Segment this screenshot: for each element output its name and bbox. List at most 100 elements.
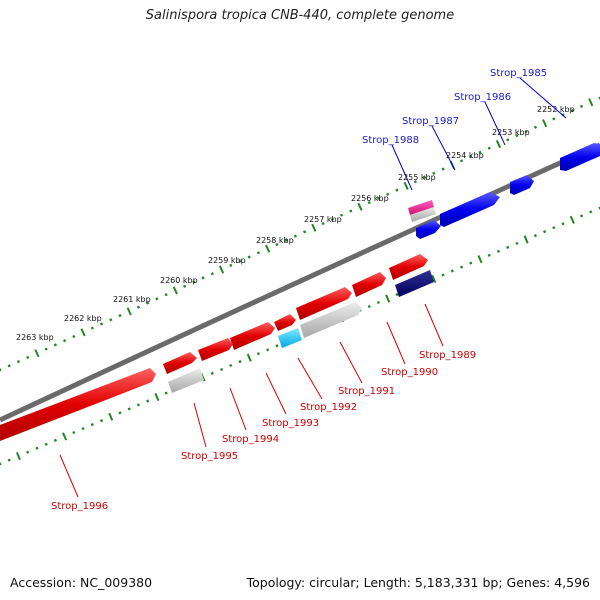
minor-tick [136, 403, 141, 407]
summary-text: Topology: circular; Length: 5,183,331 bp… [246, 575, 590, 590]
gene-label-strop-1994[interactable]: Strop_1994 [222, 434, 279, 445]
gene-arrow-grey-small[interactable] [410, 207, 436, 222]
forward-strand-genes [408, 143, 600, 239]
major-tick [588, 98, 594, 107]
gene-label-strop-1987[interactable]: Strop_1987 [402, 116, 459, 127]
major-tick [265, 244, 271, 253]
gene-arrow-strop-1995[interactable] [168, 368, 204, 393]
gene-arrow-strop-1996[interactable] [0, 368, 156, 441]
minor-tick [589, 210, 593, 214]
minor-tick [26, 355, 30, 360]
reverse-strand-genes [0, 254, 434, 441]
major-tick [246, 353, 252, 362]
minor-tick [210, 371, 214, 375]
gene-arrow-strop-1992b[interactable] [274, 314, 296, 331]
bottom-leader-lines [59, 303, 444, 498]
minor-tick [109, 318, 113, 322]
minor-tick [469, 155, 473, 159]
minor-tick [90, 326, 94, 330]
gene-arrow-strop-1990[interactable] [389, 254, 428, 280]
leader-line-strop-1985 [519, 77, 567, 119]
tick-label: 2260 kbp [160, 276, 198, 285]
gene-label-strop-1992[interactable]: Strop_1992 [300, 402, 357, 413]
gene-arrow-strop-1992[interactable] [296, 287, 352, 320]
leader-line-strop-1996 [59, 454, 79, 498]
minor-tick [53, 343, 57, 347]
minor-tick [256, 251, 261, 255]
minor-tick [321, 221, 325, 226]
minor-tick [26, 450, 30, 454]
minor-tick [118, 314, 122, 318]
gene-label-strop-1996[interactable]: Strop_1996 [51, 501, 108, 512]
tick-label: 2258 kbp [256, 236, 294, 245]
minor-tick [201, 276, 205, 280]
minor-tick [579, 214, 584, 218]
gene-arrow-strop-1986[interactable] [510, 175, 534, 195]
gene-label-strop-1989[interactable]: Strop_1989 [419, 350, 476, 361]
minor-tick [506, 138, 510, 142]
minor-tick [441, 167, 445, 171]
major-tick [154, 393, 160, 402]
outer-tick-ring [0, 96, 600, 372]
minor-tick [238, 259, 242, 263]
major-tick [431, 274, 437, 283]
minor-tick [229, 263, 233, 267]
gene-label-strop-1990[interactable]: Strop_1990 [381, 367, 438, 378]
leader-line-strop-1995 [193, 402, 207, 448]
major-tick [523, 235, 529, 244]
minor-tick [7, 458, 11, 462]
minor-tick [367, 201, 371, 205]
gene-arrow-red-mid[interactable] [163, 352, 197, 374]
major-tick [80, 328, 86, 337]
minor-tick [487, 146, 491, 150]
minor-tick [570, 108, 574, 113]
minor-tick [515, 241, 519, 245]
minor-tick [533, 125, 537, 129]
gene-label-strop-1985[interactable]: Strop_1985 [490, 68, 547, 79]
map-title: Salinispora tropica CNB-440, complete ge… [145, 8, 455, 23]
scale-labels: 2252 kbp 2253 kbp 2254 kbp 2255 kbp 2256… [16, 105, 575, 342]
minor-tick [136, 305, 141, 309]
minor-tick [496, 249, 501, 253]
major-tick [126, 307, 132, 316]
gene-label-strop-1993[interactable]: Strop_1993 [262, 418, 319, 429]
minor-tick [99, 322, 104, 326]
tick-label: 2263 kbp [16, 333, 54, 342]
gene-arrow-grey-long[interactable] [300, 302, 362, 338]
minor-tick [579, 104, 584, 108]
gene-label-strop-1991[interactable]: Strop_1991 [338, 386, 395, 397]
minor-tick [450, 269, 454, 273]
minor-tick [256, 352, 261, 356]
gene-arrow-strop-1989[interactable] [395, 270, 434, 297]
gene-label-strop-1986[interactable]: Strop_1986 [454, 92, 511, 103]
minor-tick [506, 245, 510, 249]
top-leader-lines [391, 77, 567, 191]
gene-arrow-pink[interactable] [408, 200, 434, 215]
gene-arrow-strop-1993[interactable] [230, 322, 275, 350]
minor-tick [118, 411, 122, 415]
minor-tick [293, 234, 297, 238]
accession-text: Accession: NC_009380 [10, 575, 153, 590]
minor-tick [53, 438, 57, 442]
gene-arrow-strop-1991[interactable] [352, 272, 386, 297]
minor-tick [7, 364, 11, 368]
major-tick [15, 452, 21, 461]
minor-tick [99, 419, 104, 423]
major-tick [108, 412, 114, 421]
tick-label: 2253 kbp [492, 128, 530, 137]
gene-arrow-cyan[interactable] [278, 328, 302, 348]
minor-tick [459, 159, 464, 163]
major-tick [477, 255, 483, 264]
gene-label-strop-1988[interactable]: Strop_1988 [362, 135, 419, 146]
gene-arrow-strop-1994[interactable] [198, 338, 233, 361]
gene-arrow-strop-1987[interactable] [440, 192, 500, 227]
minor-tick [339, 213, 344, 217]
gene-arrow-strop-1988[interactable] [416, 220, 441, 239]
minor-tick [192, 280, 196, 284]
gene-label-strop-1995[interactable]: Strop_1995 [181, 451, 238, 462]
major-tick [542, 119, 548, 128]
gene-arrow-strop-1985[interactable] [560, 143, 600, 171]
minor-tick [376, 196, 381, 200]
major-tick [218, 265, 225, 274]
